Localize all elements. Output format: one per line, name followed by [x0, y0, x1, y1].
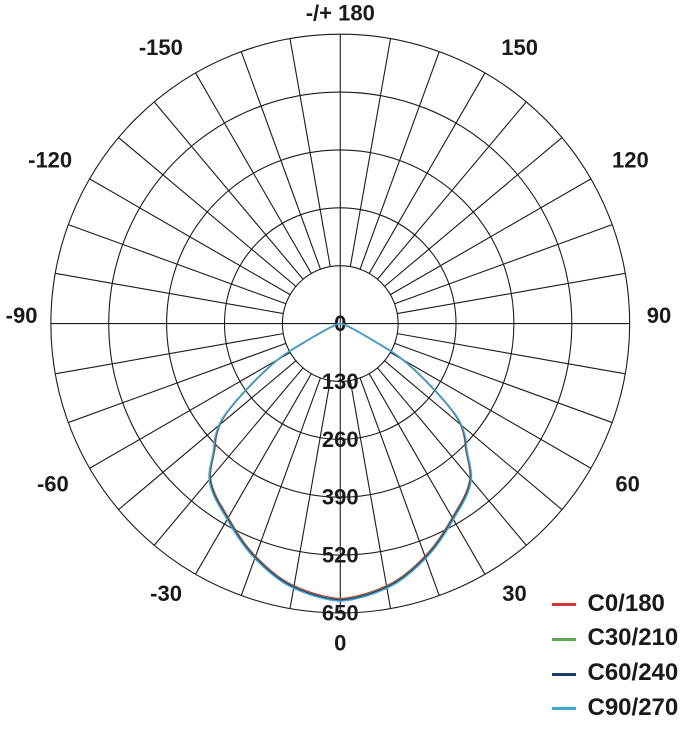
svg-text:130: 130	[322, 369, 359, 394]
svg-text:90: 90	[647, 303, 671, 328]
svg-text:-150: -150	[139, 35, 183, 60]
svg-text:260: 260	[322, 427, 359, 452]
svg-text:390: 390	[322, 485, 359, 510]
svg-text:-120: -120	[28, 148, 72, 173]
svg-text:650: 650	[322, 600, 359, 625]
svg-text:-60: -60	[37, 472, 69, 497]
svg-text:150: 150	[501, 35, 538, 60]
svg-text:60: 60	[615, 472, 639, 497]
svg-text:-30: -30	[150, 581, 182, 606]
svg-text:-90: -90	[6, 303, 38, 328]
svg-text:30: 30	[502, 581, 526, 606]
svg-text:-/+ 180: -/+ 180	[306, 0, 375, 25]
svg-text:0: 0	[334, 630, 346, 655]
svg-text:520: 520	[322, 543, 359, 568]
svg-text:120: 120	[612, 148, 649, 173]
